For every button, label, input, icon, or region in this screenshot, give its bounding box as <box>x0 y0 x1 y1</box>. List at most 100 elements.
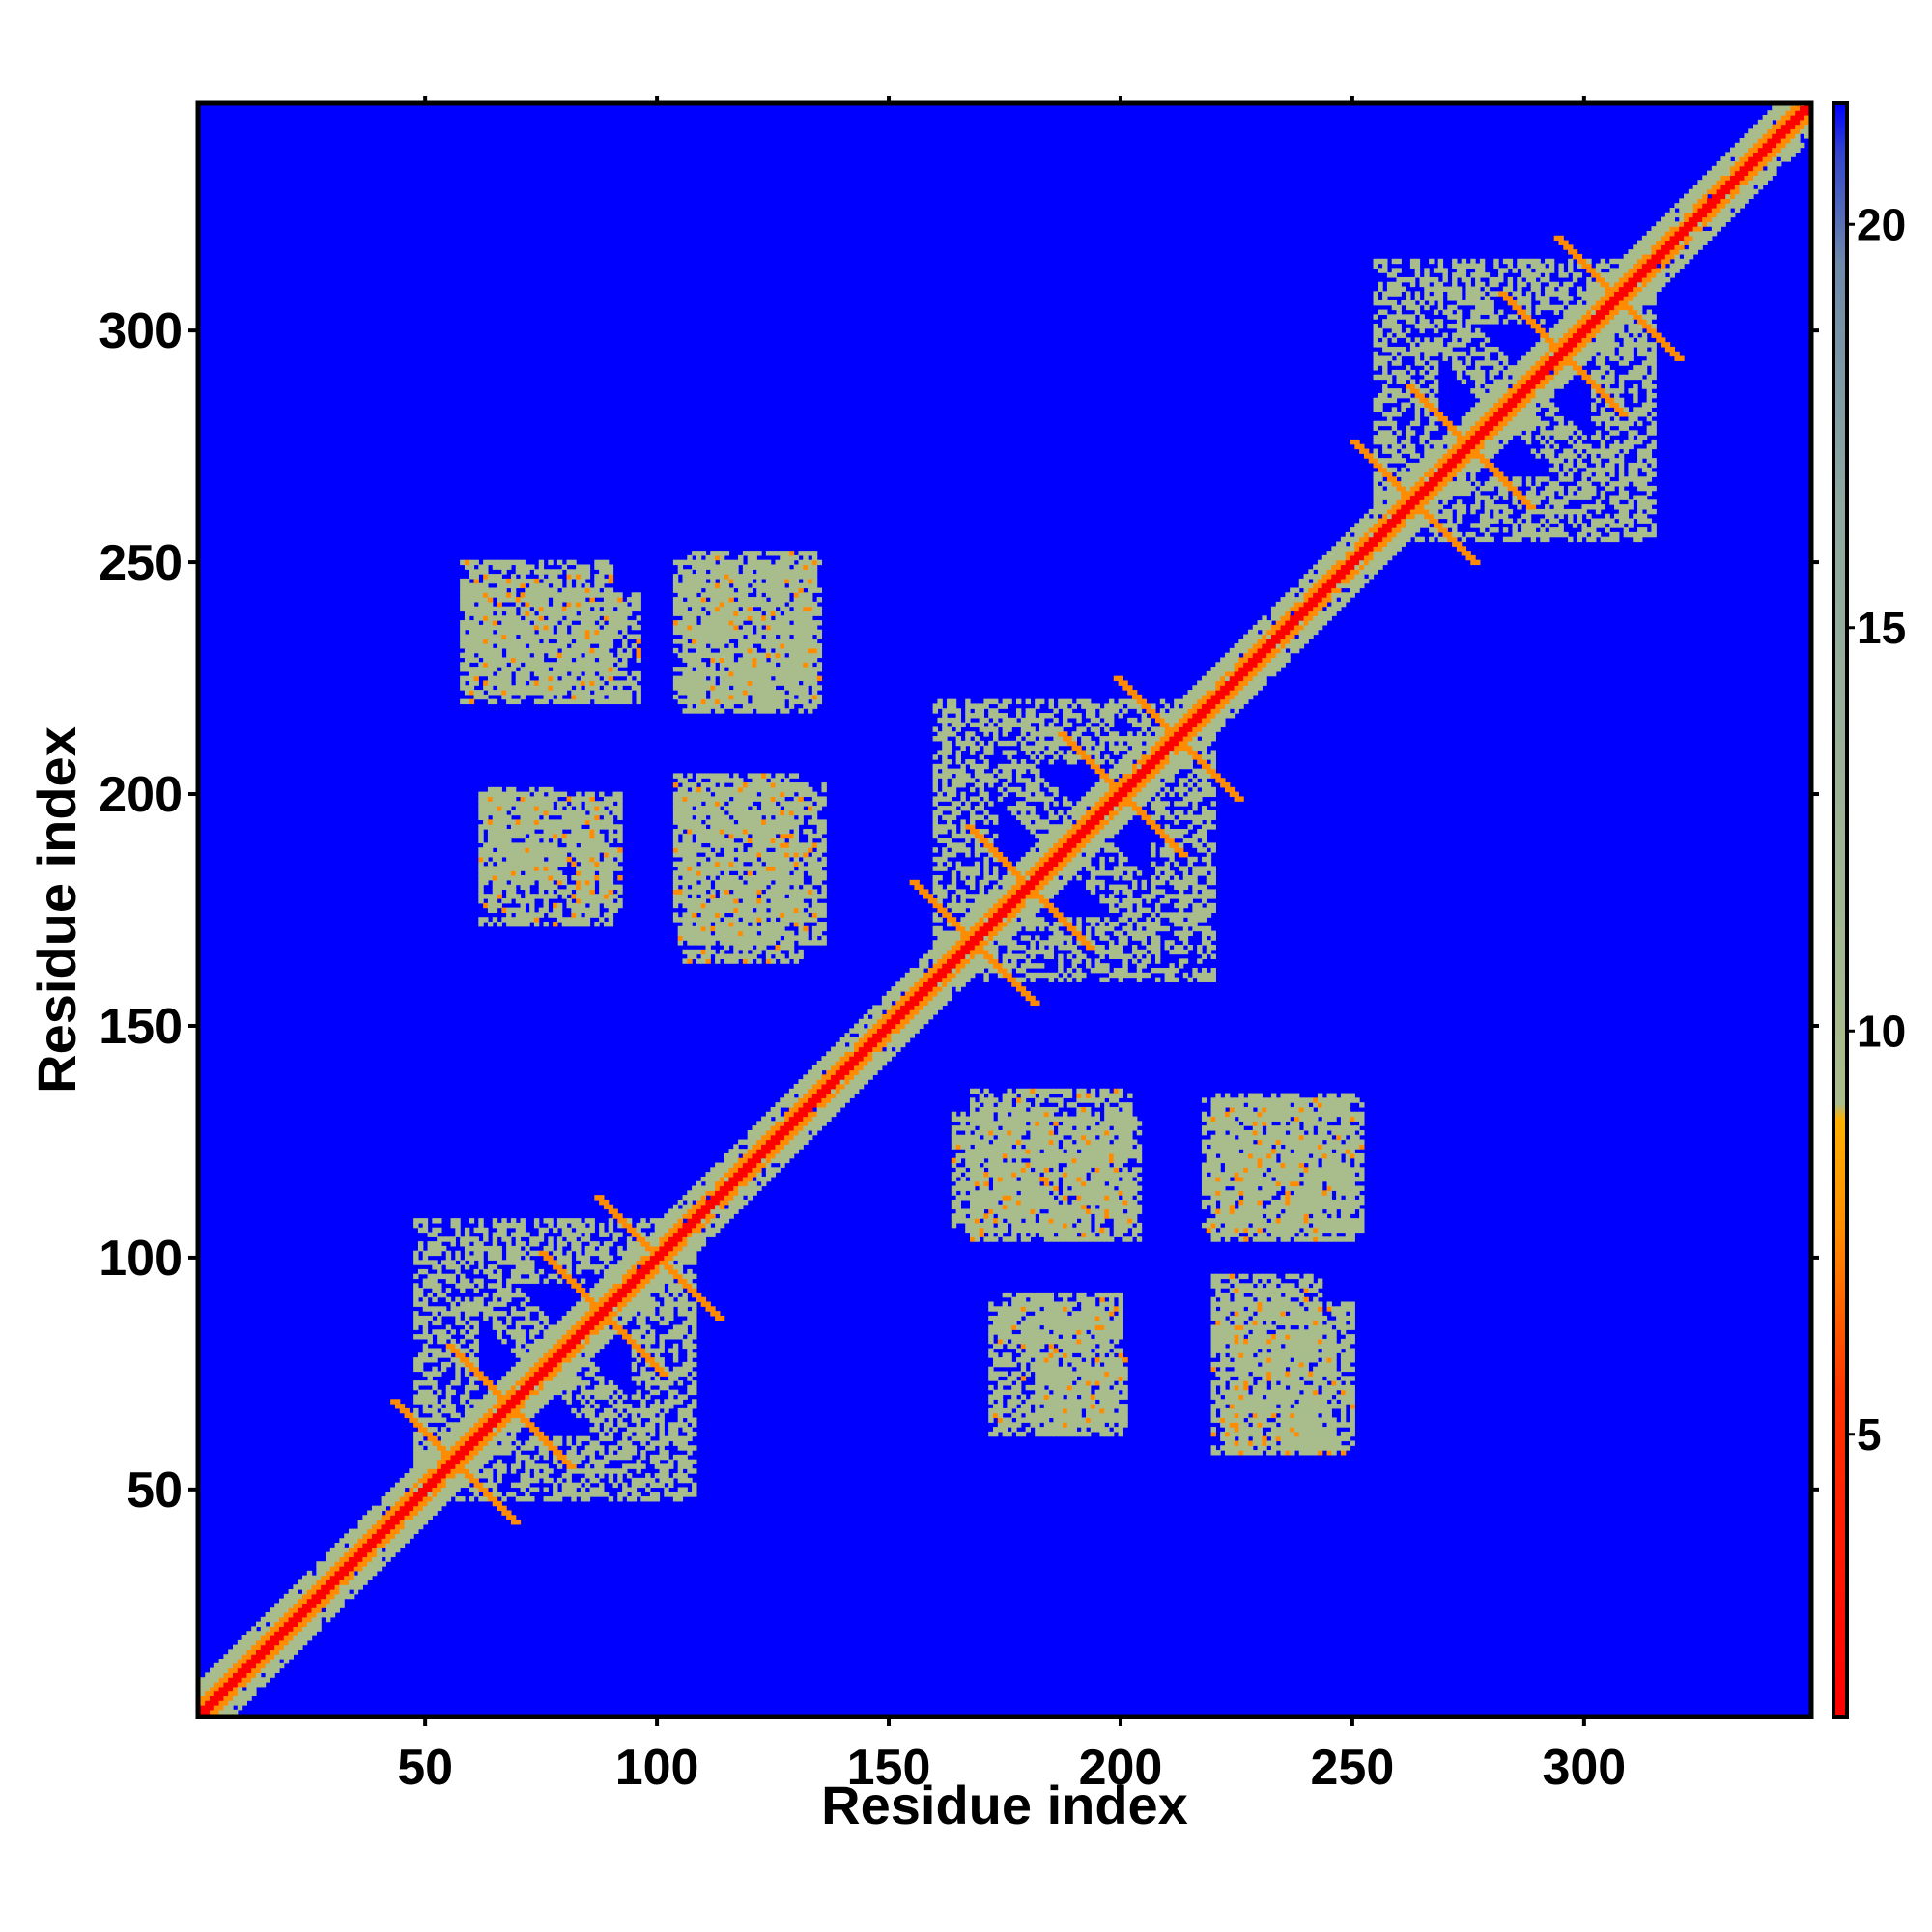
heatmap-cell <box>538 866 545 871</box>
heatmap-cell <box>548 889 554 895</box>
heatmap-cell <box>469 1477 475 1484</box>
heatmap-cell <box>417 1473 424 1479</box>
heatmap-cell <box>672 1492 679 1497</box>
heatmap-cell <box>469 1407 475 1414</box>
heatmap-cell <box>612 629 618 636</box>
heatmap-cell <box>599 875 605 881</box>
heatmap-cell <box>692 1241 697 1247</box>
heatmap-cell <box>594 662 600 668</box>
heatmap-cell <box>556 615 563 621</box>
heatmap-cell <box>483 680 489 686</box>
heatmap-cell <box>473 634 479 639</box>
heatmap-cell <box>506 1315 512 1321</box>
heatmap-cell <box>506 889 512 895</box>
heatmap-cell <box>483 1427 489 1433</box>
heatmap-cell <box>432 1487 438 1492</box>
heatmap-cell <box>538 559 545 566</box>
heatmap-cell <box>497 875 502 881</box>
heatmap-cell <box>525 1260 530 1265</box>
heatmap-cell <box>506 597 512 603</box>
heatmap-cell <box>580 1361 586 1368</box>
heatmap-cell <box>612 615 618 621</box>
heatmap-cell <box>506 578 512 584</box>
heatmap-cell <box>492 852 498 858</box>
heatmap-cell <box>603 1320 610 1326</box>
heatmap-cell <box>483 662 489 668</box>
heatmap-cell <box>599 894 605 899</box>
heatmap-cell <box>515 1260 522 1265</box>
heatmap-cell <box>626 620 633 626</box>
heatmap-cell <box>576 606 582 612</box>
heatmap-cell <box>682 1245 688 1252</box>
heatmap-cell <box>450 1422 456 1428</box>
heatmap-cell <box>668 1394 674 1400</box>
heatmap-cell <box>612 1208 618 1214</box>
heatmap-cell <box>515 1361 522 1368</box>
heatmap-cell <box>696 838 702 844</box>
heatmap-cell <box>645 1260 651 1265</box>
heatmap-cell <box>672 1343 679 1350</box>
heatmap-cell <box>283 1603 290 1608</box>
heatmap-cell <box>478 694 484 700</box>
heatmap-cell <box>645 1296 651 1303</box>
heatmap-cell <box>599 639 605 644</box>
heatmap-cell <box>622 1292 628 1298</box>
heatmap-cell <box>580 866 586 871</box>
heatmap-cell <box>525 861 530 867</box>
heatmap-cell <box>543 879 549 886</box>
heatmap-cell <box>311 1621 317 1628</box>
heatmap-cell <box>594 1264 600 1270</box>
heatmap-cell <box>608 819 614 825</box>
heatmap-cell <box>677 1477 684 1484</box>
heatmap-cell <box>599 838 605 844</box>
heatmap-cell <box>473 1357 479 1363</box>
heatmap-cell <box>432 1278 438 1284</box>
heatmap-cell <box>529 1404 535 1409</box>
heatmap-cell <box>497 1427 502 1433</box>
heatmap-cell <box>664 1273 669 1280</box>
heatmap-cell <box>515 1412 522 1419</box>
heatmap-cell <box>520 1357 526 1363</box>
heatmap-cell <box>580 592 586 598</box>
heatmap-cell <box>483 639 489 644</box>
heatmap-cell <box>422 1500 429 1507</box>
heatmap-cell <box>576 907 582 913</box>
heatmap-cell <box>329 1547 336 1553</box>
heatmap-cell <box>682 1487 688 1492</box>
heatmap-cell <box>659 1288 665 1293</box>
heatmap-cell <box>576 814 582 821</box>
heatmap-cell <box>566 898 572 904</box>
heatmap-cell <box>603 1301 610 1307</box>
heatmap-cell <box>538 1399 545 1405</box>
heatmap-cell <box>492 652 498 659</box>
heatmap-cell <box>497 842 502 848</box>
heatmap-cell <box>348 1556 355 1562</box>
heatmap-cell <box>599 1227 605 1234</box>
heatmap-cell <box>626 1404 633 1409</box>
heatmap-cell <box>687 1245 693 1252</box>
heatmap-cell <box>464 559 470 566</box>
heatmap-cell <box>413 1296 419 1303</box>
heatmap-cell <box>460 667 466 672</box>
heatmap-cell <box>413 1528 419 1535</box>
heatmap-cell <box>687 958 693 964</box>
heatmap-cell <box>492 667 498 672</box>
heatmap-cell <box>682 578 688 584</box>
heatmap-cell <box>510 1366 517 1373</box>
heatmap-cell <box>682 958 688 964</box>
heatmap-cell <box>612 1324 618 1330</box>
heatmap-cell <box>617 875 623 881</box>
heatmap-cell <box>668 1227 674 1234</box>
heatmap-cell <box>385 1520 391 1525</box>
heatmap-cell <box>525 1399 530 1405</box>
heatmap-cell <box>566 1492 572 1497</box>
heatmap-cell <box>631 1435 638 1442</box>
heatmap-cell <box>432 1218 438 1224</box>
heatmap-cell <box>473 1427 479 1433</box>
heatmap-cell <box>432 1463 438 1469</box>
heatmap-cell <box>538 1352 545 1358</box>
heatmap-cell <box>510 856 517 863</box>
heatmap-cell <box>501 587 507 593</box>
heatmap-cell <box>649 1459 656 1465</box>
heatmap-cell <box>432 1482 438 1489</box>
